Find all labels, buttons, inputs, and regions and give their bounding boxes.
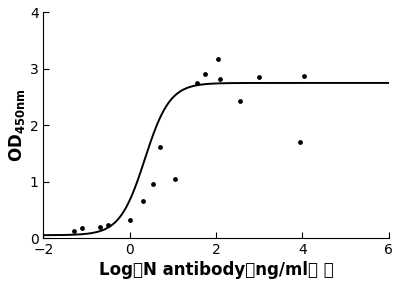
- Point: [202, 72, 208, 77]
- Point: [194, 81, 200, 85]
- Point: [297, 140, 303, 144]
- Point: [172, 176, 178, 181]
- Point: [126, 218, 133, 222]
- Point: [70, 229, 77, 233]
- Point: [256, 75, 262, 80]
- Point: [301, 73, 308, 78]
- Point: [157, 144, 163, 149]
- Y-axis label: OD$_{\mathregular{450nm}}$: OD$_{\mathregular{450nm}}$: [7, 88, 27, 162]
- Point: [140, 199, 146, 204]
- Point: [150, 182, 157, 187]
- Point: [217, 77, 224, 81]
- Point: [79, 226, 86, 231]
- Point: [96, 225, 103, 229]
- Point: [215, 56, 221, 61]
- Point: [236, 99, 243, 103]
- Point: [105, 223, 111, 227]
- X-axis label: Log（N antibody（ng/ml） ）: Log（N antibody（ng/ml） ）: [99, 261, 334, 279]
